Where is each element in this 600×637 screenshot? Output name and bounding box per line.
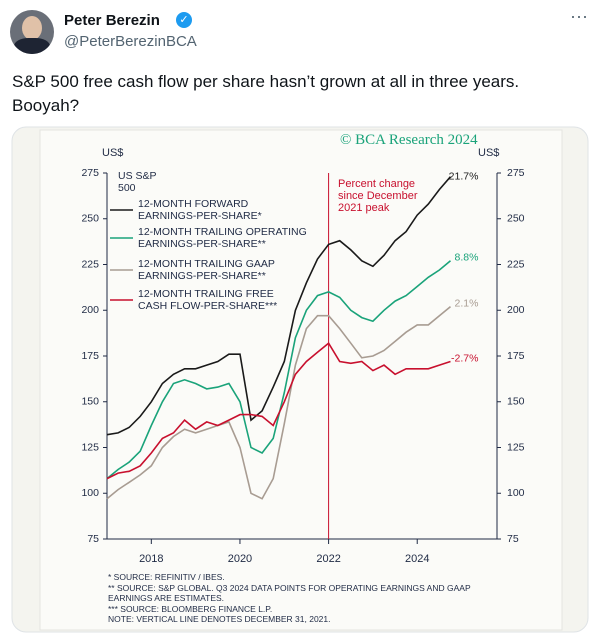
series-line bbox=[106, 176, 452, 436]
x-tick-label: 2020 bbox=[228, 553, 252, 565]
legend-entry: 12-MONTH TRAILING GAAP EARNINGS-PER-SHAR… bbox=[138, 258, 275, 282]
y2-tick-label: 200 bbox=[507, 304, 525, 316]
y-tick-label: 75 bbox=[87, 533, 99, 545]
end-label: -2.7% bbox=[451, 352, 478, 364]
y2-tick-label: 275 bbox=[507, 167, 525, 179]
y2-tick-label: 125 bbox=[507, 441, 525, 453]
y-tick-label: 200 bbox=[81, 304, 99, 316]
y-tick-label: 250 bbox=[81, 213, 99, 225]
annotation: Percent change since December 2021 peak bbox=[338, 178, 418, 214]
y2-tick-label: 250 bbox=[507, 213, 525, 225]
footnote: * SOURCE: REFINITIV / IBES. bbox=[108, 572, 225, 582]
legend-entry: 12-MONTH FORWARD EARNINGS-PER-SHARE* bbox=[138, 198, 262, 222]
footnote: NOTE: VERTICAL LINE DENOTES DECEMBER 31,… bbox=[108, 614, 331, 624]
y2-tick-label: 225 bbox=[507, 258, 525, 270]
x-tick-label: 2022 bbox=[316, 553, 340, 565]
end-label: 8.8% bbox=[455, 252, 479, 264]
legend-entry: 12-MONTH TRAILING FREE CASH FLOW-PER-SHA… bbox=[138, 288, 278, 312]
y-tick-label: 225 bbox=[81, 258, 99, 270]
y-tick-label: 175 bbox=[81, 350, 99, 362]
series-line bbox=[106, 341, 451, 480]
avatar[interactable] bbox=[10, 10, 54, 54]
legend-entry: 12-MONTH TRAILING OPERATING EARNINGS-PER… bbox=[138, 226, 307, 250]
chart-image bbox=[39, 129, 563, 631]
copyright: © BCA Research 2024 bbox=[340, 132, 478, 148]
x-tick-label: 2018 bbox=[139, 553, 163, 565]
y2-tick-label: 150 bbox=[507, 396, 525, 408]
end-label: 21.7% bbox=[449, 170, 479, 182]
y-tick-label: 100 bbox=[81, 487, 99, 499]
author-name[interactable]: Peter Berezin bbox=[64, 12, 160, 29]
verified-badge: ✓ bbox=[176, 12, 192, 28]
x-tick-label: 2024 bbox=[405, 553, 429, 565]
y-tick-label: 150 bbox=[81, 396, 99, 408]
y-tick-label: 125 bbox=[81, 441, 99, 453]
y2-tick-label: 100 bbox=[507, 487, 525, 499]
more-menu[interactable]: ··· bbox=[570, 6, 588, 26]
y2-tick-label: 75 bbox=[507, 533, 519, 545]
y2-tick-label: 175 bbox=[507, 350, 525, 362]
y-tick-label: 275 bbox=[81, 167, 99, 179]
series-line bbox=[106, 305, 452, 500]
end-label: 2.1% bbox=[455, 297, 479, 309]
tweet-text: S&P 500 free cash flow per share hasn’t … bbox=[12, 72, 520, 115]
footnote: *** SOURCE: BLOOMBERG FINANCE L.P. bbox=[108, 603, 273, 614]
legend-title: US S&P 500 bbox=[118, 170, 157, 194]
author-handle[interactable]: @PeterBerezinBCA bbox=[64, 33, 197, 50]
y2-axis-label: US$ bbox=[478, 147, 500, 159]
footnote: ** SOURCE: S&P GLOBAL. Q3 2024 DATA POIN… bbox=[108, 582, 471, 604]
y-axis-label: US$ bbox=[102, 147, 124, 159]
